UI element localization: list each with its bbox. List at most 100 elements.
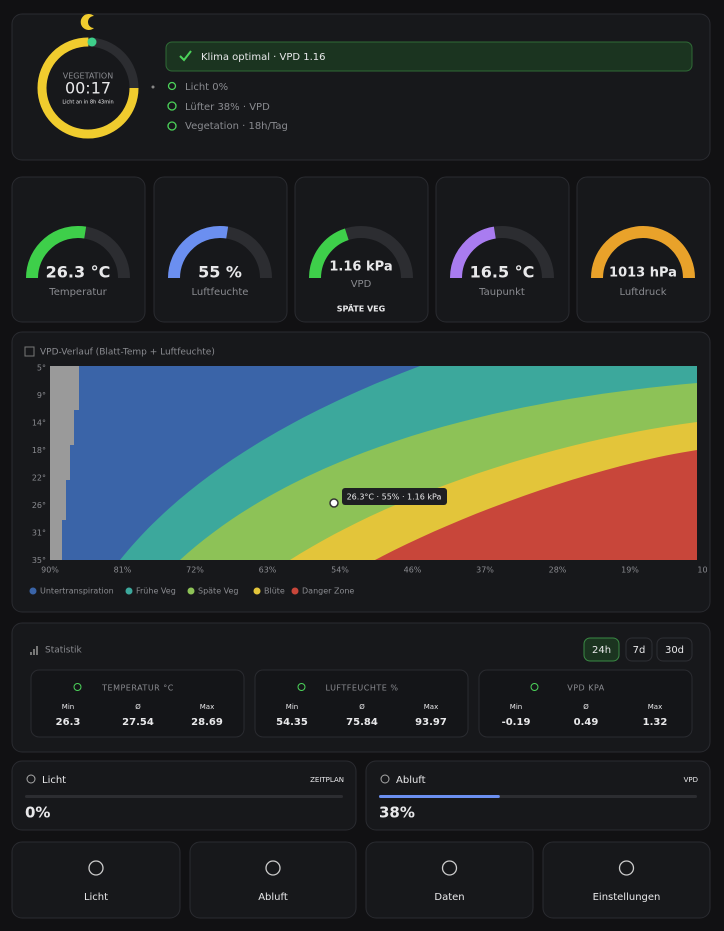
gauge-arc bbox=[309, 228, 349, 279]
check-icon bbox=[179, 50, 192, 62]
stat-key: Max bbox=[648, 703, 662, 711]
time: 00:17 bbox=[65, 79, 111, 98]
x-tick-label: 46% bbox=[404, 566, 422, 575]
stats-title: Statistik bbox=[45, 646, 83, 656]
control-name: Abluft bbox=[396, 775, 426, 786]
gauge-card bbox=[11, 176, 146, 323]
stat-value: -0.19 bbox=[502, 717, 531, 728]
y-tick-label: 35° bbox=[32, 556, 46, 565]
legend-dot bbox=[291, 587, 299, 595]
gauge-label: Temperatur bbox=[48, 287, 107, 298]
gauge-label: Luftdruck bbox=[619, 287, 666, 298]
y-tick-label: 26° bbox=[32, 501, 46, 510]
y-tick-label: 9° bbox=[37, 391, 46, 400]
legend-label: Untertranspiration bbox=[40, 587, 114, 596]
note: Licht an in 8h 43min bbox=[62, 100, 113, 106]
gauge-value: 1013 hPa bbox=[609, 266, 677, 281]
stat-key: Min bbox=[62, 703, 74, 711]
nav-label[interactable]: Einstellungen bbox=[593, 892, 661, 903]
y-tick-label: 31° bbox=[32, 529, 46, 538]
info-item: Vegetation · 18h/Tag bbox=[185, 121, 288, 132]
range-button[interactable] bbox=[583, 637, 620, 662]
control-name: Licht bbox=[42, 775, 66, 786]
gauge-value: 26.3 °C bbox=[46, 263, 111, 282]
dot bbox=[151, 85, 155, 89]
nav-button[interactable] bbox=[189, 841, 357, 919]
stat-value: 26.3 bbox=[56, 717, 81, 728]
zone bbox=[375, 450, 697, 560]
gauge-arc bbox=[450, 226, 497, 279]
legend-label: Späte Veg bbox=[198, 587, 239, 596]
range-label[interactable]: 24h bbox=[592, 645, 611, 656]
x-tick-label: 28% bbox=[549, 566, 567, 575]
x-tick-label: 90% bbox=[41, 566, 59, 575]
current-point bbox=[329, 498, 339, 508]
info-item: Lüfter 38% · VPD bbox=[185, 102, 270, 113]
tooltip: 26.3°C · 55% · 1.16 kPa bbox=[347, 493, 442, 502]
x-tick-label: 72% bbox=[186, 566, 204, 575]
status-banner bbox=[165, 41, 693, 72]
stat-title: LUFTFEUCHTE % bbox=[326, 684, 399, 693]
control-value: 0% bbox=[25, 804, 50, 822]
y-tick-label: 5° bbox=[37, 364, 46, 373]
stat-card bbox=[254, 669, 469, 738]
stat-key: Ø bbox=[583, 703, 589, 711]
x-tick-label: 81% bbox=[114, 566, 132, 575]
gauge-value: 16.5 °C bbox=[470, 263, 535, 282]
legend-dot bbox=[125, 587, 133, 595]
legend-dot bbox=[29, 587, 37, 595]
zone bbox=[50, 366, 79, 560]
control-icon bbox=[26, 774, 36, 784]
gauge-value: 55 % bbox=[198, 263, 242, 282]
nav-button[interactable] bbox=[365, 841, 534, 919]
control-value: 38% bbox=[379, 804, 415, 822]
x-tick-label: 37% bbox=[476, 566, 494, 575]
y-tick-label: 18° bbox=[32, 446, 46, 455]
gauge-card bbox=[576, 176, 711, 323]
stat-value: 54.35 bbox=[276, 717, 308, 728]
gauge-value: 1.16 kPa bbox=[329, 260, 392, 275]
gauge-arc bbox=[168, 226, 229, 279]
fan-icon bbox=[167, 101, 177, 111]
nav-label[interactable]: Abluft bbox=[258, 892, 288, 903]
range-button[interactable] bbox=[625, 637, 653, 662]
leaf-icon bbox=[167, 121, 177, 131]
nav-button[interactable] bbox=[11, 841, 181, 919]
nav-label[interactable]: Daten bbox=[434, 892, 464, 903]
chart-title: VPD-Verlauf (Blatt-Temp + Luftfeuchte) bbox=[40, 348, 215, 358]
nav-label[interactable]: Licht bbox=[84, 892, 108, 903]
phase: VEGETATION bbox=[63, 72, 113, 81]
x-tick-label: 10 bbox=[697, 566, 707, 575]
legend-dot bbox=[253, 587, 261, 595]
nav-icon bbox=[265, 860, 281, 876]
stat-icon bbox=[297, 683, 306, 691]
stat-key: Max bbox=[200, 703, 214, 711]
y-tick-label: 14° bbox=[32, 419, 46, 428]
gauge-arc bbox=[591, 226, 695, 279]
status-text: Klima optimal · VPD 1.16 bbox=[201, 52, 326, 63]
nav-icon bbox=[88, 860, 104, 876]
range-button[interactable] bbox=[656, 637, 693, 662]
stat-key: Ø bbox=[135, 703, 141, 711]
legend-label: Frühe Veg bbox=[136, 587, 176, 596]
stat-value: 0.49 bbox=[574, 717, 599, 728]
x-tick-label: 63% bbox=[259, 566, 277, 575]
stat-icon bbox=[73, 683, 82, 691]
bulb-icon bbox=[167, 81, 177, 91]
legend-label: Danger Zone bbox=[302, 587, 354, 596]
x-tick-label: 54% bbox=[331, 566, 349, 575]
stat-key: Max bbox=[424, 703, 438, 711]
range-label[interactable]: 7d bbox=[633, 645, 646, 656]
stat-title: VPD KPA bbox=[567, 684, 605, 693]
gauge-label: Luftfeuchte bbox=[192, 287, 249, 298]
gauge-card bbox=[435, 176, 570, 323]
status-card bbox=[11, 13, 711, 161]
bar-fill bbox=[379, 795, 500, 798]
stat-key: Min bbox=[510, 703, 522, 711]
stat-value: 93.97 bbox=[415, 717, 447, 728]
x-tick-label: 19% bbox=[621, 566, 639, 575]
range-label[interactable]: 30d bbox=[665, 645, 684, 656]
nav-button[interactable] bbox=[542, 841, 711, 919]
vpd-heatmap: 26.3°C · 55% · 1.16 kPa bbox=[50, 366, 697, 560]
